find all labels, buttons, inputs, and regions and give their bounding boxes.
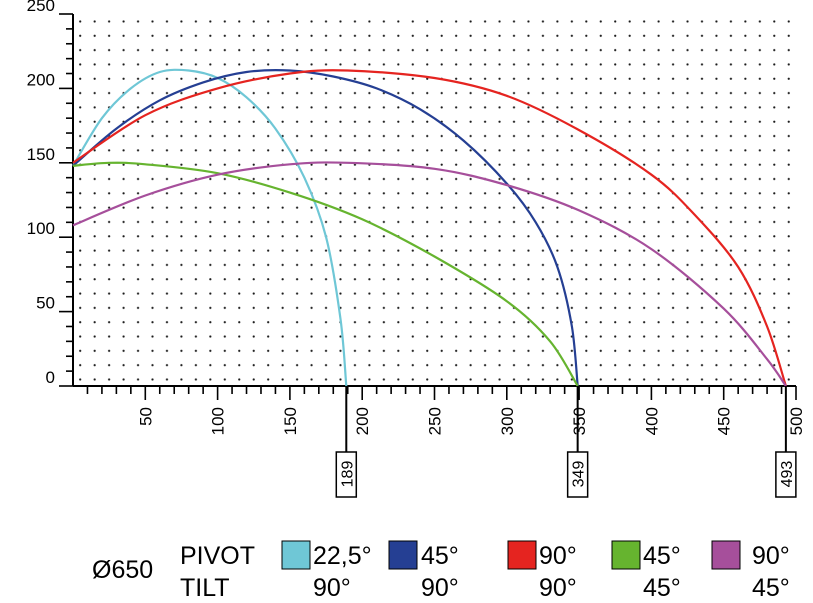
legend-swatch-5 <box>711 540 741 570</box>
y-tick-label: 0 <box>46 368 55 387</box>
end-marker-box-1 <box>335 451 358 498</box>
x-tick-label: 100 <box>209 407 228 435</box>
legend-swatch-3 <box>507 540 537 570</box>
legend-tilt-5: 45° <box>752 574 790 602</box>
legend-tilt-4: 45° <box>643 574 681 602</box>
x-axis-ticks: 50 100 150 200 250 300 350 400 450 500 <box>86 386 806 435</box>
legend-prefix: Ø650 <box>92 556 153 584</box>
x-tick-label: 400 <box>642 407 661 435</box>
x-tick-label: 250 <box>426 407 445 435</box>
y-tick-label: 100 <box>27 219 55 238</box>
end-marker-label-1: 189 <box>339 461 356 488</box>
legend-row-label-tilt: TILT <box>180 574 230 602</box>
y-tick-label: 250 <box>27 0 55 15</box>
legend: Ø650 PIVOT TILT 22,5° 90° 45° 90° 90° 90… <box>92 540 790 602</box>
y-axis-ticks: 0 50 100 150 200 250 <box>27 0 73 387</box>
end-marker-label-2: 349 <box>571 461 588 488</box>
x-tick-label: 200 <box>353 407 372 435</box>
legend-pivot-3: 90° <box>539 542 577 570</box>
series-line-1 <box>72 68 348 387</box>
series-line-2 <box>72 69 579 387</box>
legend-tilt-1: 90° <box>313 574 351 602</box>
grid-dots <box>74 14 796 385</box>
legend-pivot-2: 45° <box>421 542 459 570</box>
legend-tilt-3: 90° <box>539 574 577 602</box>
grid-area <box>74 14 796 385</box>
series-line-5 <box>72 161 787 387</box>
legend-swatch-2 <box>388 540 418 570</box>
end-marker-box-3 <box>775 451 797 498</box>
x-tick-label: 450 <box>715 407 734 435</box>
x-tick-label: 350 <box>570 407 589 435</box>
legend-pivot-5: 90° <box>752 542 790 570</box>
y-tick-label: 200 <box>27 70 55 89</box>
legend-row-label-pivot: PIVOT <box>180 542 255 570</box>
end-marker-box-2 <box>566 451 589 498</box>
x-tick-label: 150 <box>281 407 300 435</box>
curves <box>72 68 787 387</box>
series-line-3 <box>72 69 787 387</box>
x-tick-label: 300 <box>498 407 517 435</box>
y-tick-label: 150 <box>27 145 55 164</box>
x-tick-label: 50 <box>136 407 155 426</box>
x-tick-label: 500 <box>787 407 806 435</box>
y-tick-label: 50 <box>36 294 55 313</box>
end-markers: 189 349 493 <box>335 386 797 498</box>
series-line-4 <box>72 161 579 387</box>
end-marker-label-3: 493 <box>779 461 796 488</box>
legend-swatch-4 <box>611 540 641 570</box>
legend-swatch-1 <box>281 540 311 570</box>
legend-pivot-4: 45° <box>643 542 681 570</box>
legend-pivot-1: 22,5° <box>313 542 372 570</box>
legend-tilt-2: 90° <box>421 574 459 602</box>
